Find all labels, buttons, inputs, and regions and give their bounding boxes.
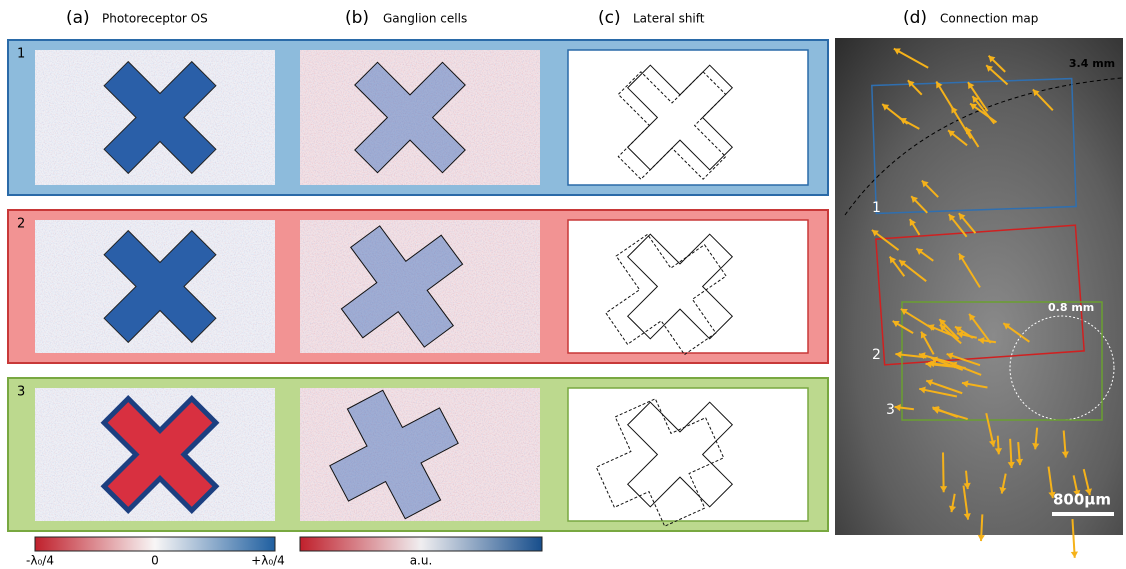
panel-title: Lateral shift <box>633 12 705 26</box>
region-label: 2 <box>872 347 881 363</box>
figure: (a) Photoreceptor OS (b) Ganglion cells … <box>0 0 1126 569</box>
panel-label: (d) <box>903 8 927 28</box>
annotation: 0.8 mm <box>1048 301 1094 314</box>
connection-map: 3.4 mm 0.8 mm 1 2 3 800μm <box>835 38 1123 558</box>
panel-title: Photoreceptor OS <box>102 12 208 26</box>
row-number: 3 <box>17 385 25 400</box>
colorbar-label: -λ₀/4 <box>26 554 54 568</box>
scale-bar-label: 800μm <box>1053 491 1111 509</box>
arrow-head <box>1071 552 1078 558</box>
panel-label: (a) <box>66 8 90 28</box>
scale-bar <box>1052 512 1114 516</box>
page: (a) Photoreceptor OS (b) Ganglion cells … <box>0 0 1126 569</box>
panel-label: (c) <box>598 8 621 28</box>
region-label: 3 <box>886 402 895 418</box>
colorbar <box>300 537 542 551</box>
colorbar-label: a.u. <box>410 554 433 568</box>
shift-panel <box>568 220 808 353</box>
panel-title: Connection map <box>940 12 1038 26</box>
colorbar <box>35 537 275 551</box>
headers: (a) Photoreceptor OS (b) Ganglion cells … <box>66 8 1038 28</box>
row-number: 1 <box>17 47 25 62</box>
region-label: 1 <box>872 200 881 216</box>
row-number: 2 <box>17 217 25 232</box>
panel-title: Ganglion cells <box>383 12 467 26</box>
colorbar-label: 0 <box>151 554 159 568</box>
colorbar-label: +λ₀/4 <box>251 554 285 568</box>
colorbars: -λ₀/4 0 +λ₀/4 a.u. <box>26 537 542 568</box>
panel-label: (b) <box>345 8 369 28</box>
rows: 1 2 3 <box>8 40 828 531</box>
shift-panel <box>568 388 808 521</box>
arrow-head <box>978 535 985 541</box>
annotation: 3.4 mm <box>1069 57 1115 70</box>
